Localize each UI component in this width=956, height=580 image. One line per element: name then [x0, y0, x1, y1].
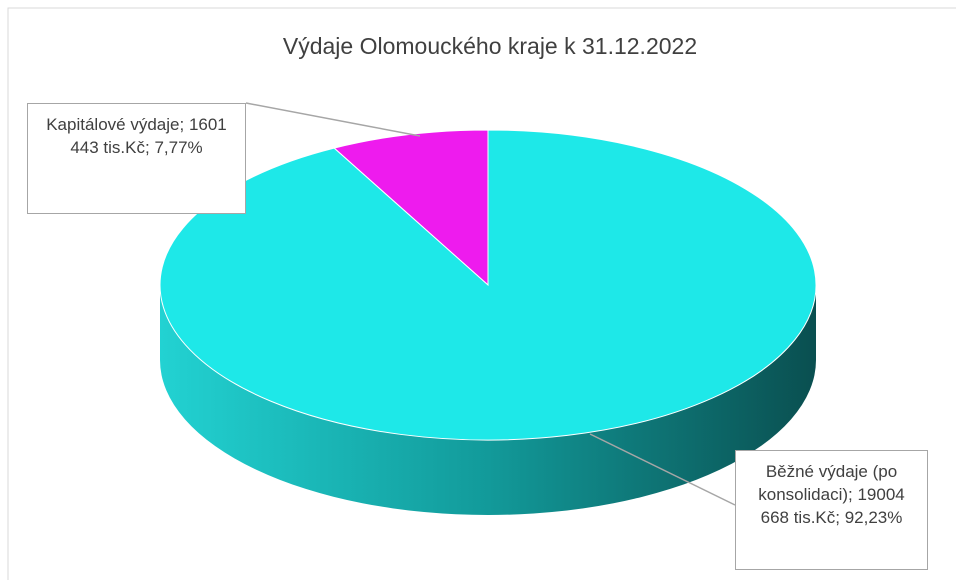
- data-label: Kapitálové výdaje; 1601 443 tis.Kč; 7,77…: [27, 103, 246, 214]
- leader-line: [589, 433, 736, 506]
- label-part: 92,23%: [844, 508, 903, 527]
- label-part: 19004 668 tis.Kč: [760, 485, 905, 527]
- label-part: ;: [145, 138, 155, 157]
- pie-side: [160, 285, 816, 515]
- label-part: Kapitálové výdaje: [46, 115, 180, 134]
- label-part: 7,77%: [154, 138, 203, 157]
- pie-slice: [333, 129, 489, 287]
- chart-title: Výdaje Olomouckého kraje k 31.12.2022: [283, 33, 697, 59]
- label-part: ;: [835, 508, 845, 527]
- data-label: Běžné výdaje (po konsolidaci); 19004 668…: [735, 450, 928, 570]
- leader-line: [245, 102, 421, 137]
- pie-slice: [159, 129, 817, 441]
- label-part: Běžné výdaje (po konsolidaci): [758, 462, 898, 504]
- chart-frame: [7, 7, 956, 580]
- pie: [159, 129, 817, 515]
- label-part: ;: [179, 115, 189, 134]
- label-part: 1601 443 tis.Kč: [70, 115, 227, 157]
- label-part: ;: [848, 485, 858, 504]
